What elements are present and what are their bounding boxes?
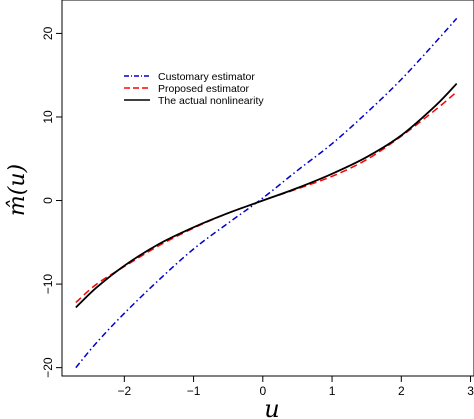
x-axis: −2 −1 0 1 2 3	[117, 376, 474, 398]
legend-item-actual: The actual nonlinearity	[124, 95, 264, 107]
y-tick-label: −10	[41, 274, 55, 295]
x-tick-label: 1	[329, 384, 336, 398]
series-customary-line	[75, 17, 458, 369]
y-axis-label: m̂(u)	[5, 164, 30, 216]
legend-label-proposed: Proposed estimator	[158, 83, 250, 95]
x-axis-label: u	[264, 395, 279, 419]
series-layer	[75, 17, 458, 369]
plot-frame	[61, 0, 474, 377]
x-tick-label: −2	[117, 384, 131, 398]
y-tick-label: 10	[41, 110, 55, 124]
x-tick-label: 0	[259, 384, 266, 398]
series-actual-line	[75, 82, 458, 309]
x-tick-label: 2	[398, 384, 405, 398]
x-tick-label: −1	[187, 384, 201, 398]
legend-item-customary: Customary estimator	[124, 71, 255, 83]
legend-item-proposed: Proposed estimator	[124, 83, 250, 95]
y-tick-label: −20	[41, 357, 55, 378]
legend-label-actual: The actual nonlinearity	[158, 95, 264, 107]
y-axis: −20 −10 0 10 20	[41, 26, 62, 378]
y-tick-label: 0	[41, 197, 55, 204]
series-proposed-line	[75, 91, 458, 304]
y-tick-label: 20	[41, 26, 55, 40]
legend: Customary estimator Proposed estimator T…	[124, 71, 264, 107]
x-tick-label: 3	[467, 384, 474, 398]
legend-label-customary: Customary estimator	[158, 71, 255, 83]
